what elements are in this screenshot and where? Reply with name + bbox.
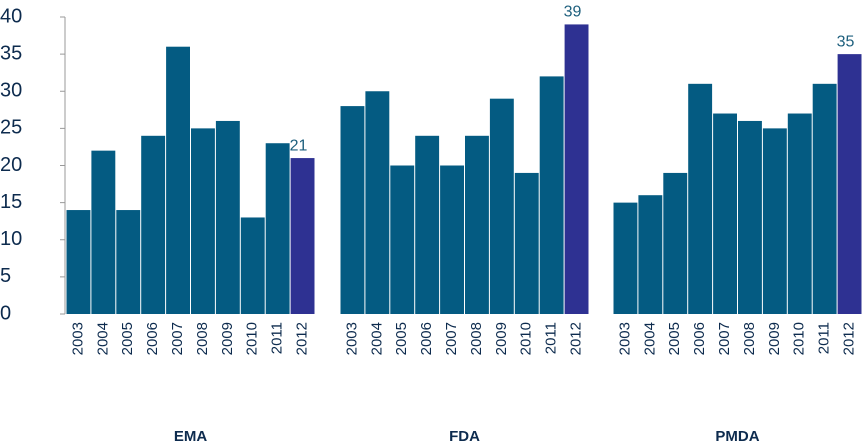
y-tick-label: 0	[0, 302, 11, 324]
x-tick-label: 2008	[741, 322, 758, 355]
bar	[66, 210, 91, 314]
data-label: 39	[564, 4, 582, 21]
bar	[415, 135, 440, 314]
y-tick-label: 25	[0, 117, 22, 139]
x-tick-label: 2011	[816, 322, 833, 354]
bar	[787, 113, 812, 315]
x-tick-label: 2008	[194, 322, 211, 355]
bar	[215, 120, 240, 314]
bar	[290, 158, 315, 314]
bar	[613, 202, 638, 314]
x-tick-label: 2005	[666, 322, 683, 355]
x-tick-label: 2005	[119, 322, 136, 355]
bar	[837, 54, 862, 314]
x-tick-label: 2011	[543, 322, 560, 354]
y-tick-label: 15	[0, 191, 22, 213]
bar	[762, 128, 787, 314]
x-tick-label: 2007	[169, 322, 186, 355]
x-tick-label: 2009	[766, 322, 783, 355]
x-tick-label: 2007	[443, 322, 460, 355]
bar	[638, 195, 663, 314]
bar	[141, 135, 166, 314]
x-tick-label: 2011	[269, 322, 286, 354]
x-tick-label: 2010	[244, 322, 261, 355]
x-tick-label: 2012	[294, 322, 311, 355]
bar	[514, 172, 539, 314]
bar	[265, 143, 290, 314]
x-tick-label: 2004	[641, 322, 658, 355]
y-tick-label: 5	[0, 265, 11, 287]
bar	[738, 120, 762, 314]
x-tick-label: 2005	[393, 322, 410, 355]
x-tick-label: 2003	[343, 322, 360, 355]
x-tick-label: 2010	[791, 322, 808, 355]
y-tick-label: 35	[0, 42, 22, 64]
data-label: 21	[290, 137, 308, 154]
x-tick-label: 2006	[418, 322, 435, 355]
x-tick-label: 2012	[568, 322, 585, 355]
group-label: FDA	[449, 428, 480, 445]
bar	[340, 106, 365, 314]
y-tick-label: 40	[0, 5, 22, 27]
group-label: PMDA	[715, 428, 759, 445]
bar	[713, 113, 737, 315]
x-tick-label: 2003	[616, 322, 633, 355]
y-tick-label: 20	[0, 154, 22, 176]
bar	[663, 172, 688, 314]
bar	[365, 91, 390, 314]
bar	[812, 83, 837, 314]
x-tick-label: 2004	[94, 322, 111, 355]
bar	[465, 135, 489, 314]
bar	[440, 165, 464, 314]
bar	[564, 24, 589, 315]
x-tick-label: 2012	[841, 322, 858, 355]
bar	[489, 98, 514, 314]
data-label: 35	[837, 33, 855, 50]
group-label: EMA	[174, 428, 208, 445]
x-tick-label: 2009	[219, 322, 236, 355]
bar	[688, 83, 713, 314]
bar	[539, 76, 564, 315]
y-tick-label: 30	[0, 80, 22, 102]
x-tick-label: 2006	[691, 322, 708, 355]
bar	[390, 165, 415, 314]
x-tick-label: 2003	[69, 322, 86, 355]
bar	[116, 210, 141, 314]
x-tick-label: 2006	[144, 322, 161, 355]
y-tick-label: 10	[0, 228, 22, 250]
bar	[91, 150, 116, 314]
x-tick-label: 2007	[716, 322, 733, 355]
x-tick-label: 2010	[518, 322, 535, 355]
x-tick-label: 2004	[368, 322, 385, 355]
bar	[240, 217, 265, 314]
bar	[166, 46, 190, 314]
bar	[191, 128, 215, 314]
x-tick-label: 2008	[468, 322, 485, 355]
x-tick-label: 2009	[493, 322, 510, 355]
